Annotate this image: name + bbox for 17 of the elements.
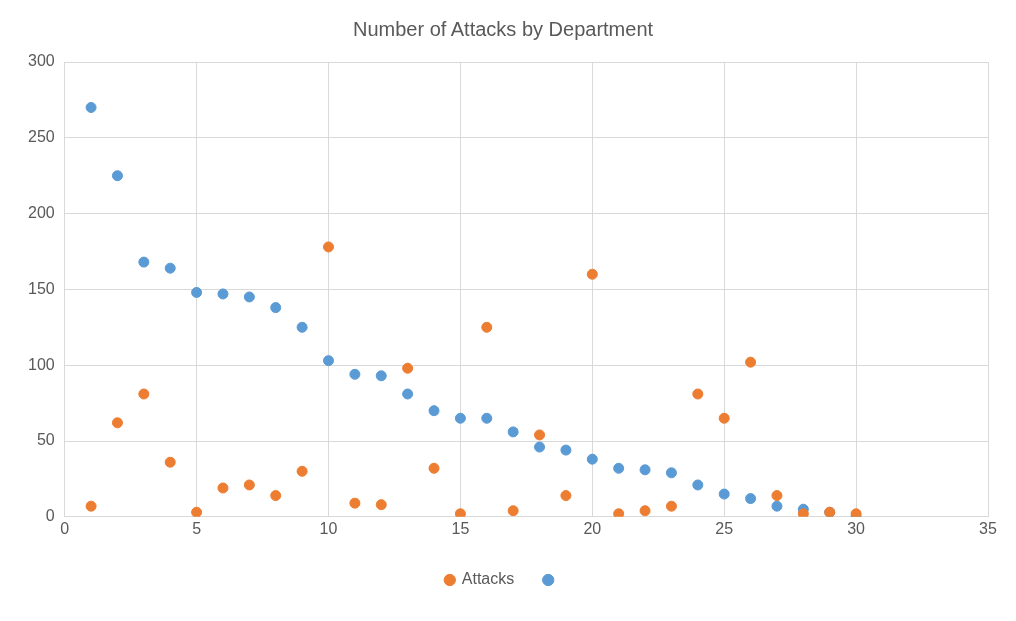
x-tick-label: 5 — [192, 519, 202, 537]
x-tick-label: 15 — [451, 519, 470, 537]
legend-label: Attacks — [461, 570, 515, 588]
x-tick-label: 30 — [847, 519, 866, 537]
x-tick-label: 20 — [583, 519, 602, 537]
x-tick-label: 0 — [60, 519, 70, 537]
y-tick-label: 50 — [36, 431, 55, 449]
y-tick-label: 300 — [27, 52, 55, 70]
y-tick-label: 100 — [27, 355, 55, 373]
y-tick-label: 200 — [27, 204, 55, 222]
y-tick-label: 150 — [27, 279, 55, 297]
y-tick-label: 250 — [27, 128, 55, 146]
x-tick-label: 10 — [319, 519, 338, 537]
x-tick-label: 35 — [979, 519, 997, 537]
chart-title: Number of Attacks by Department — [352, 17, 654, 40]
x-tick-label: 25 — [715, 519, 734, 537]
y-tick-label: 0 — [45, 507, 55, 525]
